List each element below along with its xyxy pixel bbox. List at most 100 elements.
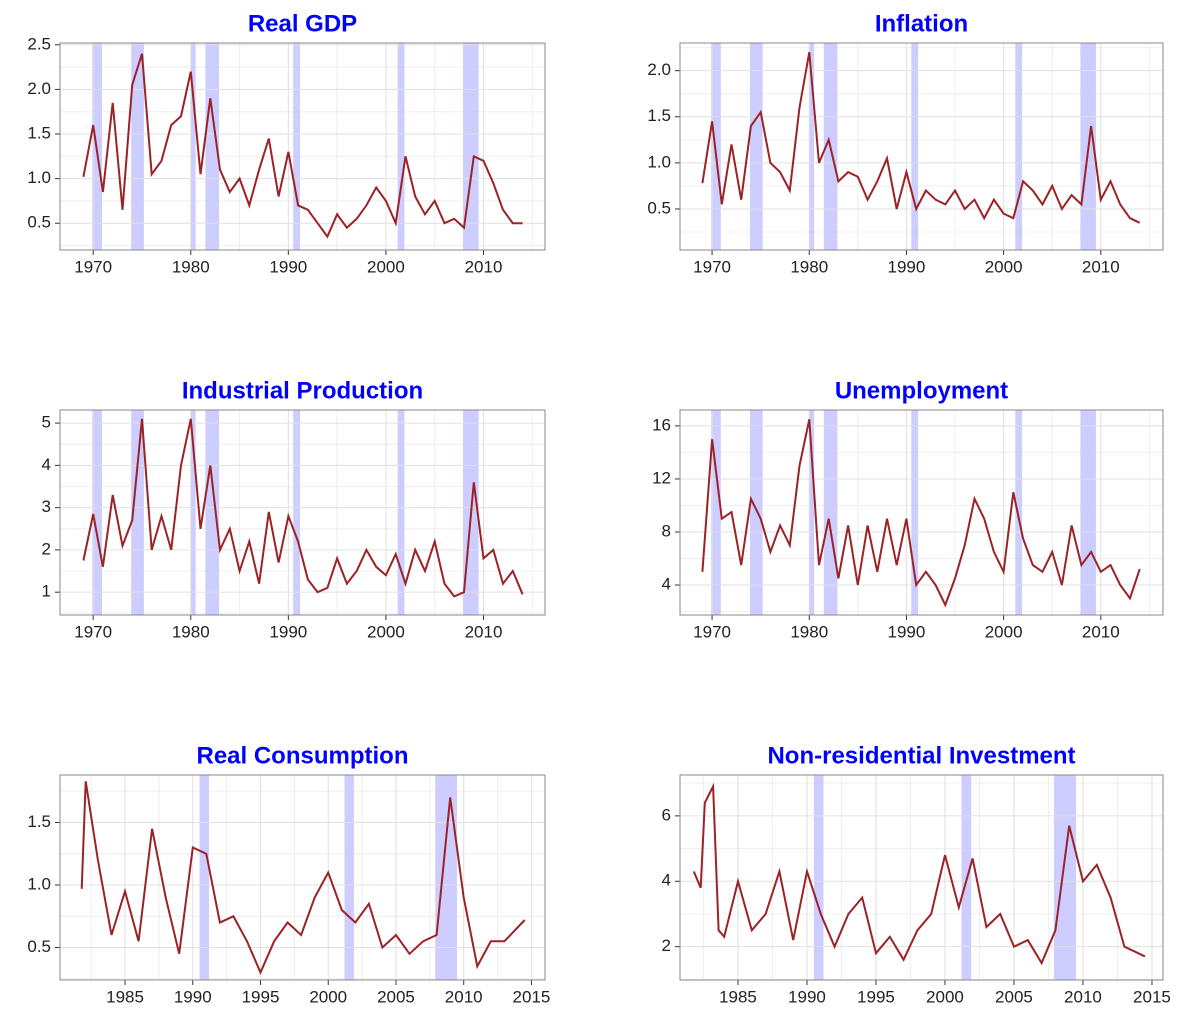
data-line (701, 419, 1141, 608)
recession-band (435, 775, 457, 980)
y-tick-label: 1.0 (27, 874, 51, 893)
x-tick-label: 1990 (269, 257, 307, 276)
y-tick-label: 0.5 (27, 213, 51, 232)
y-tick-label: 4 (42, 455, 51, 474)
plot-border (59, 774, 546, 981)
x-tick-label: 1970 (74, 622, 112, 641)
plot-border (679, 42, 1164, 251)
x-tick-label: 1995 (857, 987, 895, 1006)
recession-band (397, 410, 405, 615)
x-tick-label: 1990 (174, 987, 212, 1006)
recession-band (190, 410, 196, 615)
x-tick-label: 1970 (693, 622, 731, 641)
y-tick-label: 1.5 (647, 106, 671, 125)
recession-band (92, 410, 102, 615)
x-tick-label: 1980 (790, 622, 828, 641)
y-tick-label: 2 (42, 539, 51, 558)
recession-band (911, 43, 919, 250)
chart-title: Real Consumption (196, 742, 408, 769)
recession-band (293, 43, 301, 250)
recession-band (205, 410, 220, 615)
recession-band (1015, 410, 1023, 615)
y-tick-label: 16 (652, 415, 671, 434)
y-tick-label: 4 (662, 871, 671, 890)
x-tick-label: 2000 (985, 257, 1023, 276)
y-tick-label: 4 (662, 575, 671, 594)
recession-band (809, 410, 815, 615)
x-tick-label: 1990 (888, 257, 926, 276)
recession-band (199, 775, 210, 980)
data-line (701, 52, 1141, 224)
x-tick-label: 2000 (367, 257, 405, 276)
chart-title: Non-residential Investment (767, 742, 1075, 769)
x-tick-label: 1980 (172, 622, 210, 641)
x-tick-label: 2010 (1064, 987, 1102, 1006)
data-line (82, 418, 524, 598)
y-tick-label: 1.0 (27, 168, 51, 187)
plot-border (59, 409, 546, 616)
y-tick-label: 12 (652, 468, 671, 487)
plot-border (679, 409, 1164, 616)
recession-band (749, 43, 763, 250)
x-tick-label: 1985 (719, 987, 757, 1006)
y-tick-label: 1.5 (27, 812, 51, 831)
recession-band (397, 43, 405, 250)
x-tick-label: 2010 (465, 622, 503, 641)
y-tick-label: 0.5 (647, 198, 671, 217)
recession-band (711, 410, 721, 615)
y-tick-label: 3 (42, 497, 51, 516)
recession-band (344, 775, 354, 980)
recession-band (190, 43, 196, 250)
x-tick-label: 2015 (513, 987, 551, 1006)
y-tick-label: 5 (42, 413, 51, 432)
recession-band (205, 43, 220, 250)
recession-band (293, 410, 301, 615)
recession-band (823, 410, 838, 615)
y-tick-label: 1.0 (647, 152, 671, 171)
plot-background (680, 775, 1163, 980)
x-tick-label: 2010 (1082, 257, 1120, 276)
x-tick-label: 2010 (465, 257, 503, 276)
data-line (82, 53, 523, 239)
x-tick-label: 1995 (242, 987, 280, 1006)
plot-border (59, 42, 546, 251)
y-tick-label: 8 (662, 521, 671, 540)
x-tick-label: 2005 (995, 987, 1033, 1006)
plot-border (679, 774, 1164, 981)
x-tick-label: 2015 (1133, 987, 1171, 1006)
x-tick-label: 2000 (309, 987, 347, 1006)
y-tick-label: 2.5 (27, 34, 51, 53)
x-tick-label: 2000 (985, 622, 1023, 641)
recession-band (809, 43, 815, 250)
x-tick-label: 2005 (377, 987, 415, 1006)
recession-band (463, 43, 479, 250)
x-tick-label: 1990 (788, 987, 826, 1006)
chart-title: Industrial Production (182, 377, 423, 404)
recession-band (911, 410, 919, 615)
chart-title: Inflation (875, 10, 968, 37)
y-tick-label: 6 (662, 805, 671, 824)
x-tick-label: 2000 (367, 622, 405, 641)
recession-band (1080, 410, 1096, 615)
recession-band (1053, 775, 1077, 980)
x-tick-label: 1990 (269, 622, 307, 641)
x-tick-label: 2010 (445, 987, 483, 1006)
data-line (80, 781, 526, 976)
chart-title: Real GDP (248, 10, 357, 37)
chart-title: Unemployment (835, 377, 1008, 404)
x-tick-label: 1980 (172, 257, 210, 276)
recession-band (131, 410, 144, 615)
y-tick-label: 0.5 (27, 937, 51, 956)
x-tick-label: 1990 (888, 622, 926, 641)
recession-band (131, 43, 144, 250)
recession-band (1015, 43, 1023, 250)
x-tick-label: 1980 (790, 257, 828, 276)
x-tick-label: 2000 (926, 987, 964, 1006)
x-tick-label: 1970 (693, 257, 731, 276)
plot-background (60, 775, 545, 980)
x-tick-label: 1985 (106, 987, 144, 1006)
recession-band (813, 775, 824, 980)
y-tick-label: 2 (662, 936, 671, 955)
